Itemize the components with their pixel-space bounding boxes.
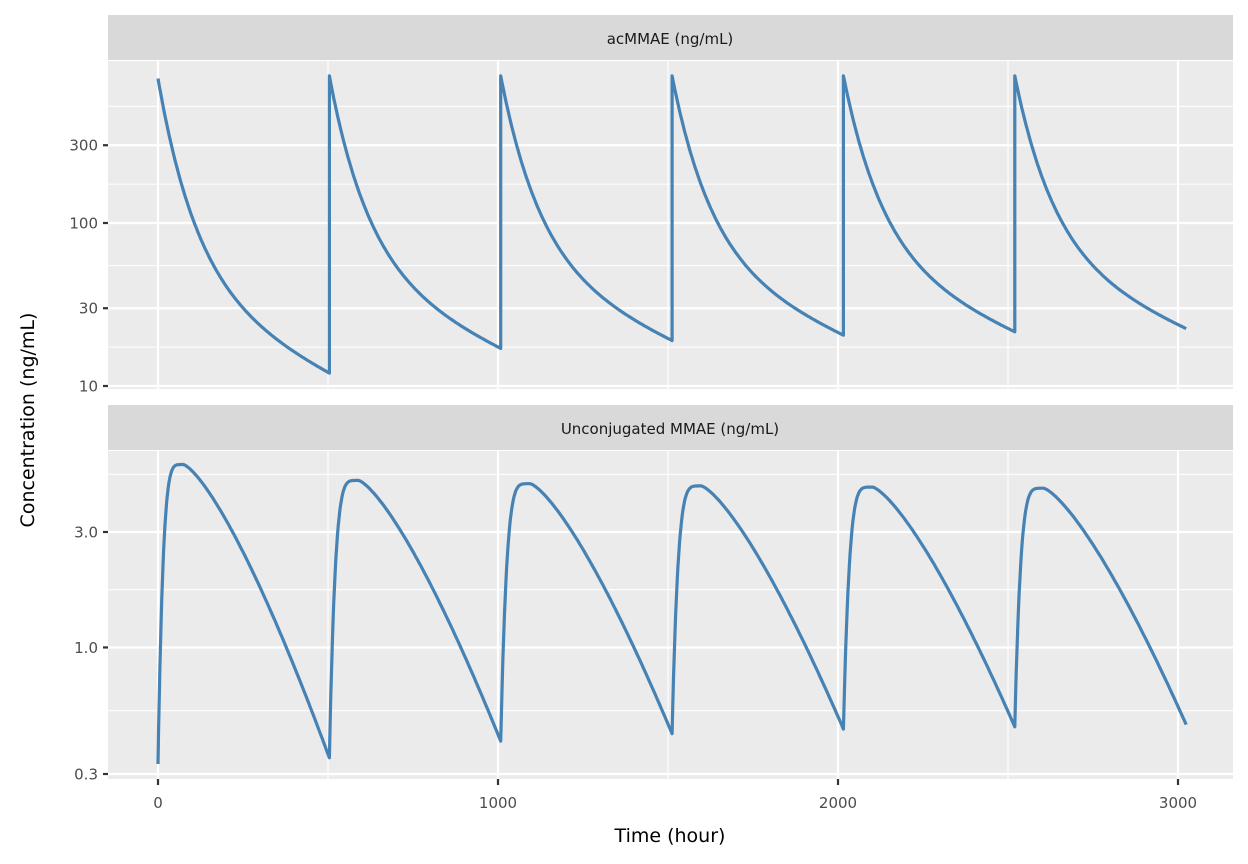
y-tick-label: 3.0	[74, 524, 98, 542]
panel-bg-unconjugated-mmae	[108, 451, 1233, 779]
y-tick-label: 30	[79, 300, 98, 318]
x-tick-label: 3000	[1159, 794, 1197, 812]
panel-acmmae: acMMAE (ng/mL) 10 30 100 300	[69, 15, 1233, 396]
panel-unconjugated-mmae: Unconjugated MMAE (ng/mL) 0.3 1.0 3.0	[74, 405, 1233, 784]
y-tick-label: 1.0	[74, 639, 98, 657]
strip-acmmae	[108, 15, 1233, 60]
unconjugated-mmae-line	[156, 462, 1188, 765]
y-tick-label: 100	[69, 215, 98, 233]
acmmae-line	[156, 74, 1187, 375]
x-tick-label: 1000	[479, 794, 517, 812]
strip-label-acmmae: acMMAE (ng/mL)	[607, 30, 734, 48]
y-tick-label: 0.3	[74, 766, 98, 784]
x-axis: 0 1000 2000 3000	[153, 779, 1197, 812]
y-axis-unconjugated-mmae: 0.3 1.0 3.0	[74, 524, 108, 784]
y-axis-acmmae: 10 30 100 300	[69, 137, 108, 396]
x-tick-label: 0	[153, 794, 163, 812]
x-tick-label: 2000	[819, 794, 857, 812]
strip-label-unconjugated-mmae: Unconjugated MMAE (ng/mL)	[561, 420, 779, 438]
y-axis-title: Concentration (ng/mL)	[17, 313, 39, 528]
y-tick-label: 10	[79, 378, 98, 396]
y-tick-label: 300	[69, 137, 98, 155]
strip-unconjugated-mmae	[108, 405, 1233, 450]
x-axis-title: Time (hour)	[614, 825, 726, 847]
